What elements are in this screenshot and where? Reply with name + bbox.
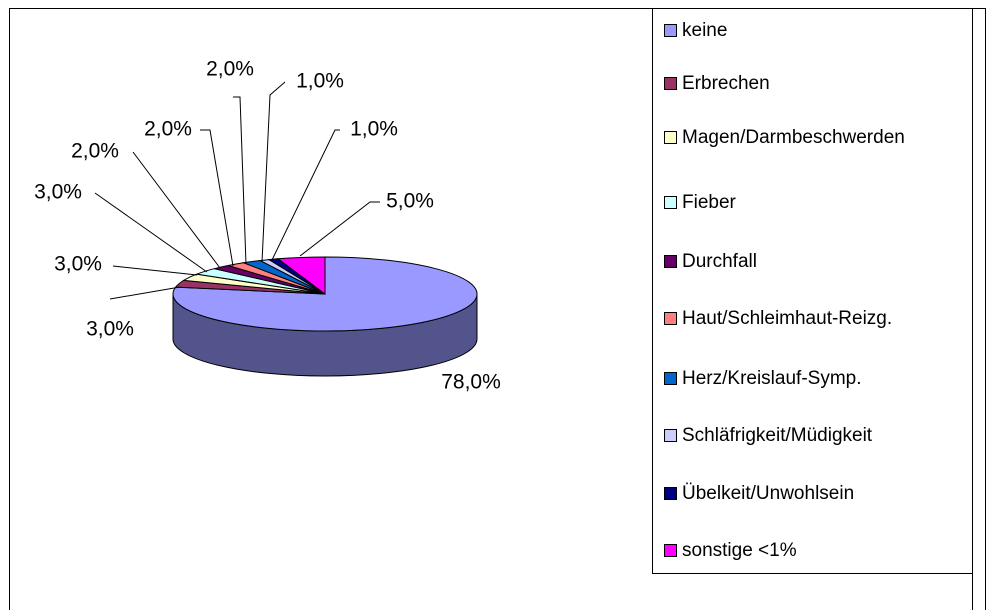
data-label: 78,0%	[441, 371, 501, 394]
legend-swatch	[664, 544, 677, 557]
legend-swatch	[664, 372, 677, 385]
legend-label: Erbrechen	[682, 73, 770, 94]
legend-item: sonstige <1%	[664, 540, 964, 562]
legend-label: Übelkeit/Unwohlsein	[682, 483, 855, 504]
legend-label: Herz/Kreislauf-Symp.	[682, 368, 862, 389]
legend-item: keine	[664, 20, 964, 42]
legend-swatch	[664, 255, 677, 268]
legend-box	[652, 8, 973, 574]
leader-line	[233, 96, 247, 265]
data-label: 3,0%	[86, 318, 134, 341]
legend-item: Herz/Kreislauf-Symp.	[664, 368, 964, 390]
leader-line	[94, 192, 208, 273]
legend-swatch	[664, 487, 677, 500]
data-label: 2,0%	[144, 118, 192, 141]
legend-swatch	[664, 131, 677, 144]
data-label: 3,0%	[34, 181, 82, 204]
chart-frame	[9, 8, 986, 610]
legend-item: Durchfall	[664, 251, 964, 273]
legend-item: Magen/Darmbeschwerden	[664, 127, 964, 149]
legend-swatch	[664, 429, 677, 442]
leader-line	[271, 129, 340, 261]
data-label: 1,0%	[350, 118, 398, 141]
leader-line	[200, 129, 234, 267]
leader-line	[261, 81, 286, 263]
legend-swatch	[664, 24, 677, 37]
legend-label: keine	[682, 20, 728, 41]
legend-swatch	[664, 196, 677, 209]
pie-slice	[172, 256, 478, 332]
legend-label: Durchfall	[682, 251, 757, 272]
data-label: 3,0%	[54, 253, 102, 276]
legend-item: Schläfrigkeit/Müdigkeit	[664, 425, 964, 447]
legend-swatch	[664, 77, 677, 90]
legend-label: sonstige <1%	[682, 540, 797, 561]
data-label: 5,0%	[386, 190, 434, 213]
data-label: 2,0%	[71, 140, 119, 163]
legend-label: Magen/Darmbeschwerden	[682, 127, 905, 148]
leader-line	[112, 265, 198, 276]
legend-label: Haut/Schleimhaut-Reizg.	[682, 308, 893, 329]
data-label: 2,0%	[206, 58, 254, 81]
leader-line	[132, 151, 221, 269]
legend-item: Fieber	[664, 192, 964, 214]
legend-item: Haut/Schleimhaut-Reizg.	[664, 308, 964, 330]
leader-line	[299, 201, 380, 257]
legend-label: Schläfrigkeit/Müdigkeit	[682, 425, 873, 446]
legend-item: Übelkeit/Unwohlsein	[664, 483, 964, 505]
data-label: 1,0%	[296, 70, 344, 93]
pie-slice	[276, 256, 326, 295]
legend-label: Fieber	[682, 192, 736, 213]
legend-swatch	[664, 312, 677, 325]
leader-line	[109, 286, 181, 300]
legend-item: Erbrechen	[664, 73, 964, 95]
